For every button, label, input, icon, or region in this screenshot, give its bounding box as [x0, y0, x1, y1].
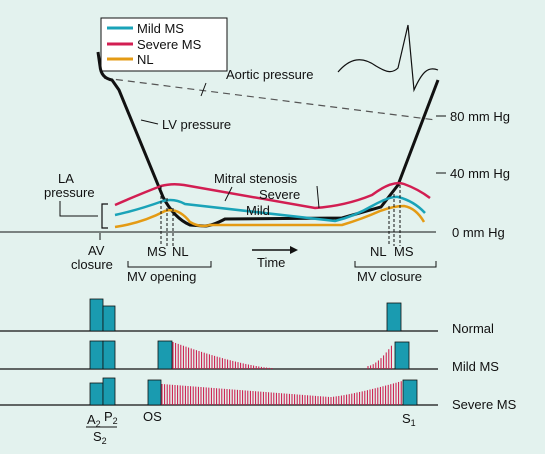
la-pressure-label-line1: LA [58, 171, 74, 186]
lv-pressure-pointer [140, 119, 159, 125]
severe-label: Severe [259, 187, 300, 202]
normal-p2-sound [102, 305, 116, 332]
row-label-mild-ms: Mild MS [452, 359, 499, 374]
mv-closure-bracket [354, 261, 437, 268]
scale-label-80: 80 mm Hg [450, 109, 510, 124]
la-pressure-pointer [59, 201, 98, 217]
severe-pointer [316, 185, 320, 209]
severe-p2-sound [102, 377, 116, 406]
scale-label-0: 0 mm Hg [452, 225, 505, 240]
severe-a2-sound [89, 382, 104, 406]
mv-closure-ms-label: MS [394, 244, 414, 259]
severe-holodiastolic-murmur [161, 381, 402, 405]
normal-s1-sound [386, 302, 402, 332]
mild-s1-sound [394, 341, 410, 370]
os-label: OS [143, 409, 162, 424]
pressure-panel: Mild MS Severe MS NL Aortic pressure LV … [0, 17, 510, 284]
aortic-waveform [337, 24, 439, 93]
legend-label-nl: NL [137, 52, 154, 67]
mild-label: Mild [246, 203, 270, 218]
row-label-severe-ms: Severe MS [452, 397, 517, 412]
av-closure-label: closure [71, 257, 113, 272]
time-label: Time [257, 255, 285, 270]
la-pressure-label-line2: pressure [44, 185, 95, 200]
aortic-pressure-label: Aortic pressure [226, 67, 313, 82]
legend-label-severe-ms: Severe MS [137, 37, 202, 52]
severe-s1-sound [402, 379, 418, 406]
a2-label: A2 [87, 412, 101, 429]
mitral-stenosis-label: Mitral stenosis [214, 171, 298, 186]
mild-presystolic-murmur [367, 345, 392, 369]
mv-closure-label: MV closure [357, 269, 422, 284]
phonocardiogram-panel: Normal Mild MS Severe MS A2 P2 S2 OS S1 [0, 298, 517, 446]
mv-opening-bracket [127, 261, 212, 268]
mv-opening-nl-label: NL [172, 244, 189, 259]
mitral-stenosis-pointer [224, 186, 233, 202]
legend-label-mild-ms: Mild MS [137, 21, 184, 36]
lv-pressure-label: LV pressure [162, 117, 231, 132]
av-label: AV [88, 243, 105, 258]
legend: Mild MS Severe MS NL [100, 17, 228, 72]
severe-ms-la-curve [114, 181, 431, 210]
mild-diastolic-murmur [172, 342, 273, 369]
mv-opening-ms-label: MS [147, 244, 167, 259]
s1-label: S1 [402, 411, 416, 428]
severe-os-sound [147, 379, 162, 406]
mv-closure-nl-label: NL [370, 244, 387, 259]
aortic-pressure-line [103, 77, 437, 121]
normal-a2-sound [89, 298, 104, 332]
mild-os-sound [157, 340, 173, 370]
aortic-pressure-pointer [200, 82, 207, 97]
mild-p2-sound [102, 340, 116, 370]
mild-a2-sound [89, 340, 104, 370]
s2-label: S2 [93, 429, 107, 446]
time-arrowhead-icon [290, 246, 298, 254]
scale-label-40: 40 mm Hg [450, 166, 510, 181]
la-pressure-bracket [101, 203, 108, 229]
mv-opening-label: MV opening [127, 269, 196, 284]
p2-label: P2 [104, 409, 118, 426]
nl-la-curve [114, 204, 426, 229]
lv-pressure-curve [96, 51, 440, 228]
row-label-normal: Normal [452, 321, 494, 336]
